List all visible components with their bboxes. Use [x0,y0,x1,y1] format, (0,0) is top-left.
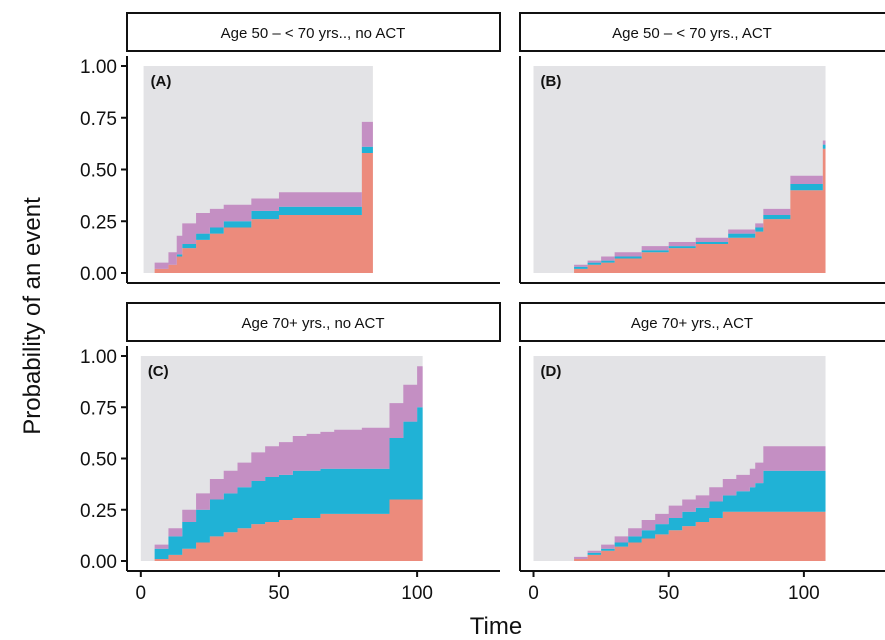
panel-a-strip-box [126,12,501,52]
panel-b-tag: (B) [541,73,562,90]
panel-c-y-tick-label: 0.25 [80,501,117,522]
panel-a-area-top [143,66,373,273]
panel-d-x-tick-label: 0 [528,583,539,604]
panel-c-y-tick-label: 0.00 [80,552,117,573]
panel-a-strip: Age 50 – < 70 yrs.., no ACT [126,12,501,52]
panel-d: Age 70+ yrs., ACT (D) 0 50 100 [519,302,885,604]
panel-b: Age 50 – < 70 yrs., ACT (B) [519,12,885,284]
panel-c: Age 70+ yrs., no ACT (C) 0.00 0.25 0.50 0.75… [80,302,501,604]
panel-c-strip: Age 70+ yrs., no ACT [126,302,501,342]
panel-d-tag: (D) [541,363,562,380]
panel-c-strip-text: Age 70+ yrs., no ACT [242,315,385,332]
panel-d-strip: Age 70+ yrs., ACT [519,302,885,342]
panel-c-y-tick-label: 1.00 [80,347,117,368]
panel-c-y-tick-label: 0.75 [80,398,117,419]
x-axis-title: Time [470,613,522,640]
panel-a-area-bottom [143,107,373,274]
panel-b-strip-box [519,12,885,52]
panel-d-x-tick-label: 100 [788,583,820,604]
y-axis-title: Probability of an event [19,197,46,435]
panel-a-y-tick-label: 0.25 [80,212,117,233]
panel-c-area-bottom [140,499,423,561]
panel-c-x-tick-label: 0 [136,583,147,604]
panel-b-strip-text: Age 50 – < 70 yrs., ACT [612,25,772,42]
panel-c-x-tick-label: 100 [401,583,433,604]
panel-d-area-top [533,446,826,561]
panel-a-y-tick-label: 0.50 [80,161,117,182]
panel-a-tag: (A) [151,73,172,90]
panel-a-y-tick-label: 0.75 [80,109,117,130]
panel-c-area-top [140,356,423,561]
panel-c-y-tick-label: 0.50 [80,450,117,471]
panel-d-strip-text: Age 70+ yrs., ACT [631,315,753,332]
panel-c-area-middle [140,392,423,561]
panel-d-area-middle [533,470,826,561]
panel-b-area-bottom [533,74,826,273]
panel-d-area-bottom [533,511,826,561]
panel-a-y-tick-label: 1.00 [80,57,117,78]
panel-c-strip-box [126,302,501,342]
panel-d-strip-box [519,302,885,342]
panel-d-x-tick-label: 50 [658,583,679,604]
panel-a-y-tick-label: 0.00 [80,264,117,285]
panel-a: Age 50 – < 70 yrs.., no ACT (A) 0.00 0.25 0… [80,12,501,285]
panel-c-x-tick-label: 50 [268,583,289,604]
panel-b-strip: Age 50 – < 70 yrs., ACT [519,12,885,52]
panel-c-tag: (C) [148,363,169,380]
panel-a-strip-text: Age 50 – < 70 yrs.., no ACT [221,25,406,42]
